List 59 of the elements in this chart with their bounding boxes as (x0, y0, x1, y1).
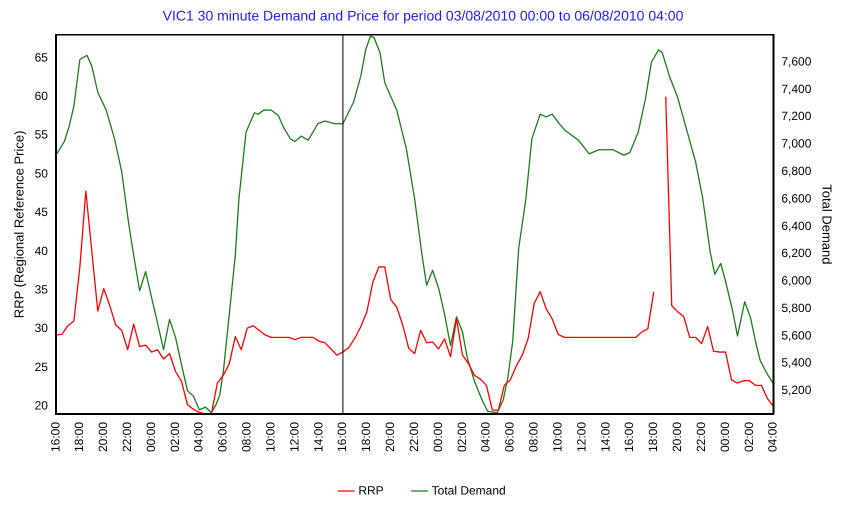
x-tick-label: 08:00 (526, 422, 541, 452)
x-tick-label: 18:00 (646, 422, 660, 452)
x-tick-label: 18:00 (72, 422, 86, 452)
y2-tick-label: 7,600 (781, 54, 812, 68)
x-tick-label: 10:00 (550, 422, 564, 452)
y2-tick-label: 7,200 (781, 109, 812, 124)
y-tick-label: 25 (34, 360, 48, 374)
y2-tick-label: 6,200 (781, 246, 812, 260)
x-tick-label: 22:00 (120, 422, 134, 452)
y2-tick-label: 5,400 (781, 356, 812, 370)
y-tick-label: 60 (34, 89, 48, 104)
x-tick-label: 14:00 (598, 422, 612, 452)
y-tick-label: 30 (34, 321, 48, 336)
y-tick-label: 20 (34, 398, 48, 413)
x-tick-label: 22:00 (694, 422, 708, 452)
y2-tick-label: 5,800 (781, 300, 812, 315)
y-tick-label: 40 (34, 244, 48, 258)
x-tick-label: 20:00 (670, 422, 684, 452)
x-tick-label: 06:00 (216, 422, 230, 452)
x-tick-label: 04:00 (192, 422, 206, 452)
x-tick-label: 04:00 (766, 422, 780, 452)
y2-tick-label: 5,600 (781, 328, 812, 342)
y2-tick-label: 6,600 (781, 191, 812, 206)
x-tick-label: 16:00 (48, 422, 62, 452)
x-tick-label: 18:00 (359, 422, 374, 452)
x-tick-label: 04:00 (478, 422, 493, 452)
y-tick-label: 50 (34, 166, 48, 180)
y-tick-label: 35 (34, 282, 48, 296)
legend-label: RRP (358, 483, 384, 498)
x-tick-label: 02:00 (168, 422, 182, 452)
x-tick-label: 16:00 (335, 422, 350, 452)
x-tick-label: 02:00 (742, 422, 756, 452)
x-tick-label: 02:00 (454, 422, 469, 452)
chart-title: VIC1 30 minute Demand and Price for period 03/08/2010 00:00 to 06/08/2010 04:00 (162, 7, 684, 24)
y-tick-label: 55 (34, 128, 48, 142)
x-tick-label: 10:00 (263, 422, 278, 452)
x-tick-label: 06:00 (502, 422, 517, 452)
x-tick-label: 20:00 (96, 422, 110, 452)
y2-tick-label: 6,800 (781, 164, 812, 178)
y-tick-label: 45 (34, 205, 48, 220)
legend-label: Total Demand (432, 483, 506, 498)
y-axis-title: RRP (Regional Reference Price) (11, 130, 26, 318)
y2-tick-label: 6,000 (781, 274, 812, 288)
y2-axis-title: Total Demand (820, 184, 835, 264)
x-tick-label: 22:00 (406, 422, 421, 452)
x-tick-label: 00:00 (144, 422, 158, 452)
x-tick-label: 00:00 (718, 422, 732, 452)
x-tick-label: 00:00 (430, 422, 445, 452)
y2-tick-label: 5,200 (781, 383, 812, 398)
x-tick-label: 16:00 (622, 422, 636, 452)
y-tick-label: 65 (34, 50, 48, 64)
x-tick-label: 20:00 (383, 422, 398, 452)
x-tick-label: 12:00 (287, 422, 302, 452)
x-tick-label: 08:00 (240, 422, 254, 452)
x-tick-label: 14:00 (311, 422, 326, 452)
y2-tick-label: 7,000 (781, 136, 812, 151)
y2-tick-label: 7,400 (781, 82, 812, 96)
y2-tick-label: 6,400 (781, 218, 812, 233)
x-tick-label: 12:00 (574, 422, 588, 452)
